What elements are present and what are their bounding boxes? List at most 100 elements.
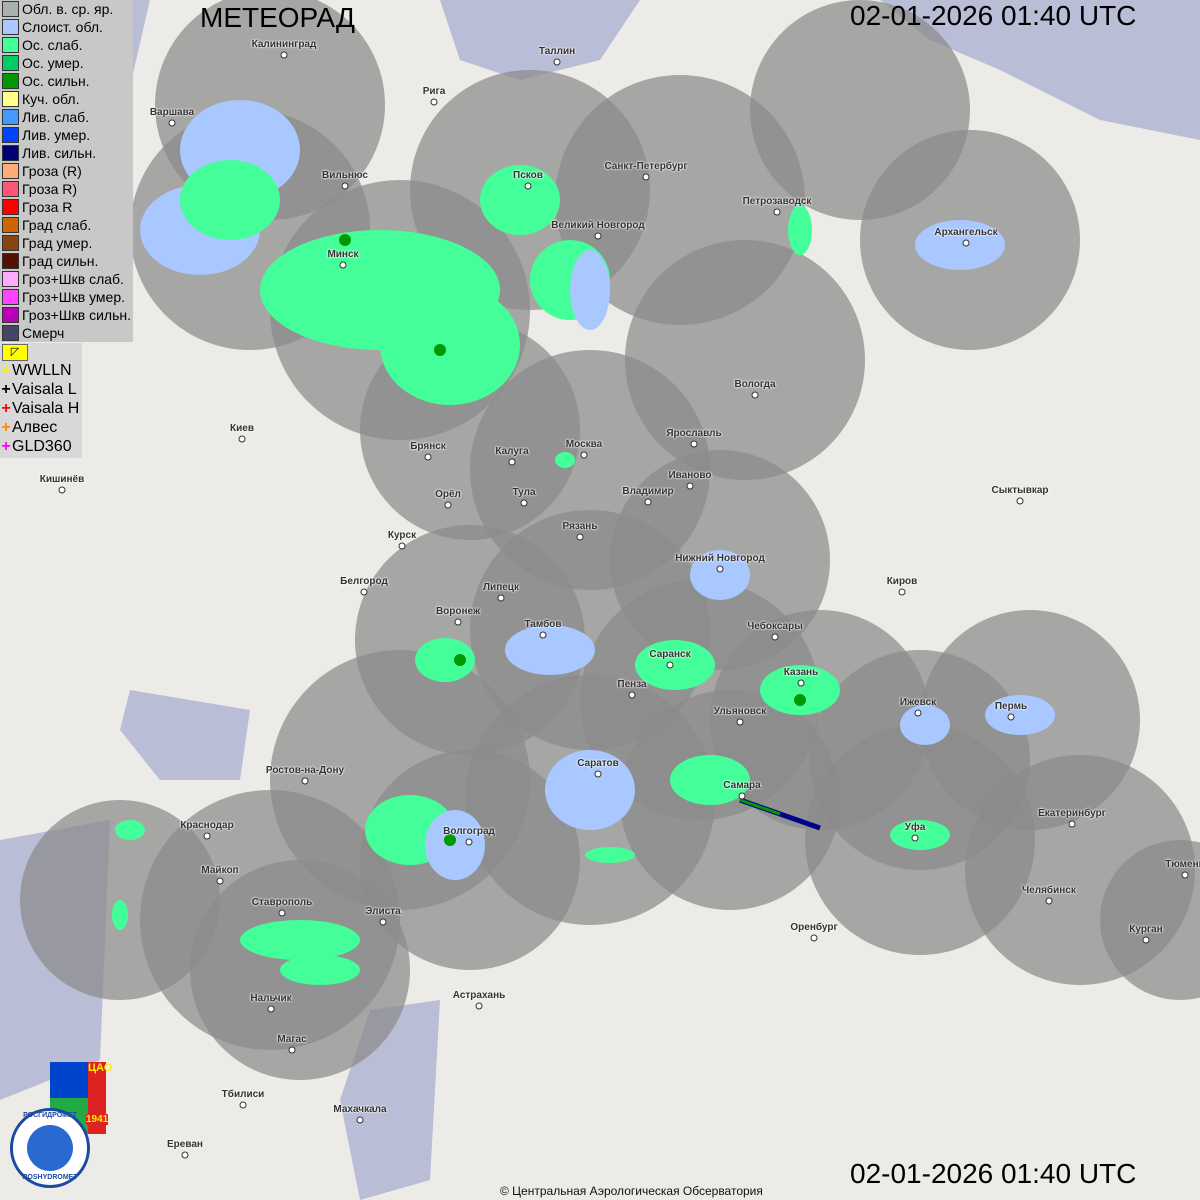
legend-swatch [2,181,19,197]
precip-area [112,900,128,930]
city-label: Белгород [340,576,388,587]
legend-swatch [2,325,19,341]
legend-label: Град слаб. [22,217,92,233]
legend-swatch [2,217,19,233]
legend-swatch [2,307,19,323]
city-marker [444,501,452,509]
legend-swatch [2,109,19,125]
legend-label: Гроз+Шкв слаб. [22,271,124,287]
city-marker [341,182,349,190]
lightning-label: Алвес [12,418,58,436]
city-marker [524,182,532,190]
city-marker [465,838,473,846]
legend-swatch [2,127,19,143]
flag-toggle-button[interactable]: ◸ [2,344,28,361]
city-marker [594,232,602,240]
precip-area [415,638,475,682]
legend-swatch [2,235,19,251]
roshydromet-logo: РОСГИДРОМЕТ ROSHYDROMET [10,1108,90,1188]
city-label: Владимир [622,486,674,497]
precip-area [585,847,635,863]
legend-item: Лив. умер. [0,126,90,144]
precip-heavy [434,344,446,356]
precip-area [545,750,635,830]
legend-label: Смерч [22,325,65,341]
precip-area [425,810,485,880]
city-label: Саратов [577,758,619,769]
precip-heavy [454,654,466,666]
city-label: Петрозаводск [742,196,812,207]
city-marker [520,499,528,507]
legend-item: Ос. сильн. [0,72,90,90]
city-label: Ереван [167,1139,203,1150]
city-marker [301,777,309,785]
city-marker [181,1151,189,1159]
legend-label: Гроз+Шкв сильн. [22,307,131,323]
city-marker [773,208,781,216]
city-label: Тула [512,487,536,498]
city-label: Минск [327,249,359,260]
city-marker [690,440,698,448]
city-label: Краснодар [180,820,234,831]
city-marker [576,533,584,541]
lightning-source[interactable]: + Алвес [0,418,57,437]
lightning-source[interactable]: + Vaisala H [0,399,79,418]
city-marker [360,588,368,596]
precip-area [760,665,840,715]
legend-label: Град умер. [22,235,93,251]
legend-item: Лив. сильн. [0,144,96,162]
precip-area [240,920,360,960]
city-label: Липецк [483,582,519,593]
legend-label: Обл. в. ср. яр. [22,1,114,17]
city-label: Калининград [251,39,317,50]
precip-area [635,640,715,690]
precip-area [180,160,280,240]
city-marker [58,486,66,494]
lightning-source[interactable]: + WWLLN [0,361,71,380]
city-label: Курск [387,530,417,541]
legend-swatch [2,91,19,107]
lightning-label: GLD360 [12,437,72,455]
legend-label: Ос. умер. [22,55,84,71]
precip-heavy [339,234,351,246]
cross-icon: + [1,361,11,379]
city-label: Волгоград [443,826,495,837]
legend-label: Лив. умер. [22,127,91,143]
cross-icon: + [1,380,11,398]
city-label: Чебоксары [747,621,803,632]
lightning-source[interactable]: + Vaisala L [0,380,76,399]
city-marker [666,661,674,669]
city-label: Москва [565,439,603,450]
legend-item: Град умер. [0,234,92,252]
precip-area [280,955,360,985]
radar-circle [1100,840,1200,1000]
city-marker [1016,497,1024,505]
city-label: Саранск [649,649,691,660]
city-label: Киров [886,576,918,587]
legend-swatch [2,55,19,71]
city-label: Челябинск [1022,885,1076,896]
legend-swatch [2,163,19,179]
city-label: Архангельск [934,227,998,238]
city-marker [539,631,547,639]
city-marker [716,565,724,573]
precip-heavy [444,834,456,846]
legend-item: Смерч [0,324,64,342]
city-label: Иваново [668,470,712,481]
city-marker [216,877,224,885]
city-label: Киев [230,423,254,434]
city-marker [644,498,652,506]
city-label: Майкоп [201,865,239,876]
city-marker [553,58,561,66]
city-marker [751,391,759,399]
city-marker [398,542,406,550]
lightning-legend: + WWLLN + Vaisala L + Vaisala H + Алвес + GLD360 [0,343,82,458]
city-marker [911,834,919,842]
city-marker [203,832,211,840]
city-label: Оренбург [790,922,838,933]
city-marker [379,918,387,926]
legend-label: Слоист. обл. [22,19,103,35]
legend-item: Гроза (R) [0,162,82,180]
lightning-source[interactable]: + GLD360 [0,437,72,456]
